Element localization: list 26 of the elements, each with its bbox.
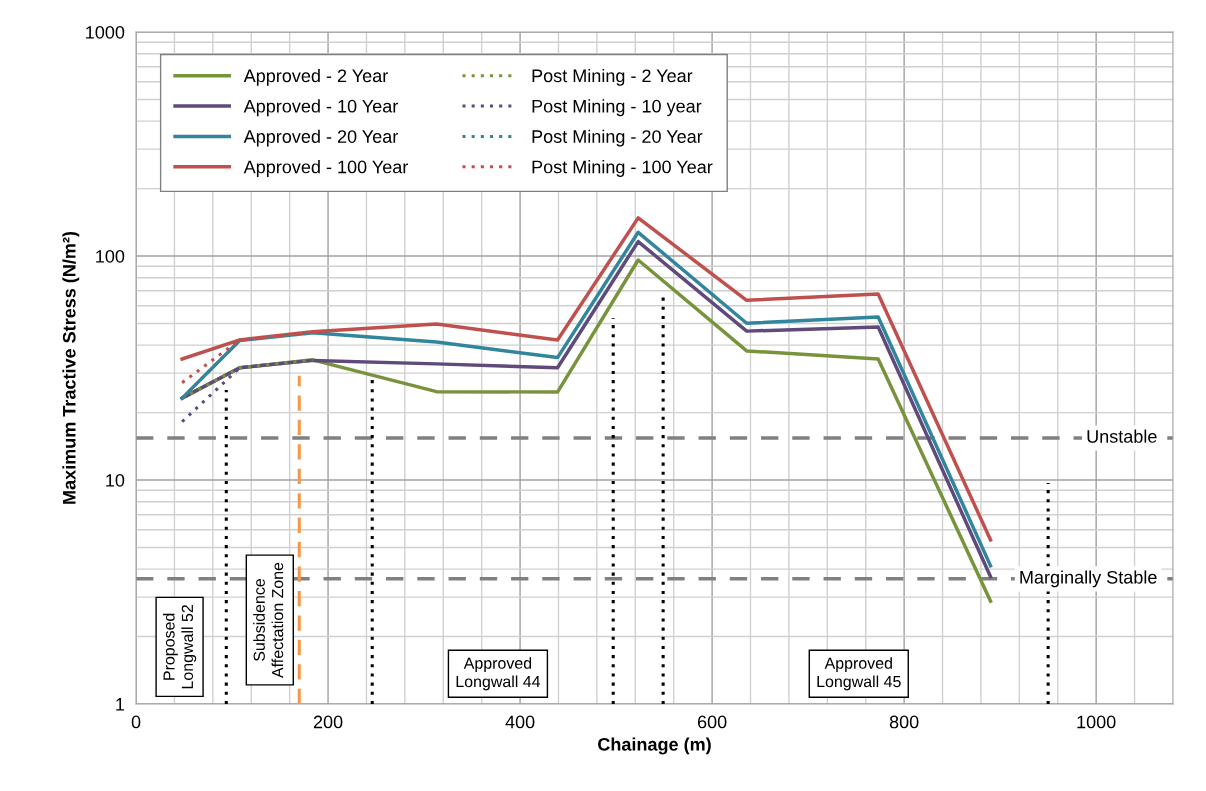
y-axis-title: Maximum Tractive Stress (N/m²) bbox=[62, 231, 80, 504]
legend-label: Approved - 100 Year bbox=[243, 160, 409, 177]
legend-label: Post Mining - 100 Year bbox=[532, 160, 713, 177]
ref-line-label: Marginally Stable bbox=[1020, 570, 1157, 588]
annotation: Approved Longwall 45 bbox=[817, 657, 901, 691]
x-tick-label: 600 bbox=[697, 715, 727, 729]
legend-label: Post Mining - 10 year bbox=[532, 99, 702, 117]
ref-line-label: Unstable bbox=[1087, 429, 1157, 443]
annotation: Subsidence Affectation Zone bbox=[253, 562, 284, 678]
y-tick-label: 1000 bbox=[86, 25, 125, 39]
y-tick-label: 10 bbox=[106, 473, 125, 487]
x-tick-label: 800 bbox=[889, 715, 919, 729]
annotation: Proposed Longwall 52 bbox=[162, 605, 197, 689]
legend-label: Post Mining - 20 Year bbox=[532, 129, 703, 147]
y-tick-label: 100 bbox=[96, 249, 125, 263]
x-tick-label: 400 bbox=[505, 715, 535, 729]
legend-label: Post Mining - 2 Year bbox=[532, 68, 693, 86]
annotation: Approved Longwall 44 bbox=[456, 657, 541, 691]
x-axis-title: Chainage (m) bbox=[598, 737, 711, 755]
x-tick-label: 0 bbox=[131, 715, 141, 729]
legend-label: Approved - 2 Year bbox=[243, 68, 388, 86]
legend-label: Approved - 10 Year bbox=[243, 99, 398, 117]
y-tick-label: 1 bbox=[116, 698, 125, 711]
legend-label: Approved - 20 Year bbox=[243, 129, 398, 147]
x-tick-label: 1000 bbox=[1077, 715, 1116, 729]
x-tick-label: 200 bbox=[313, 715, 343, 729]
